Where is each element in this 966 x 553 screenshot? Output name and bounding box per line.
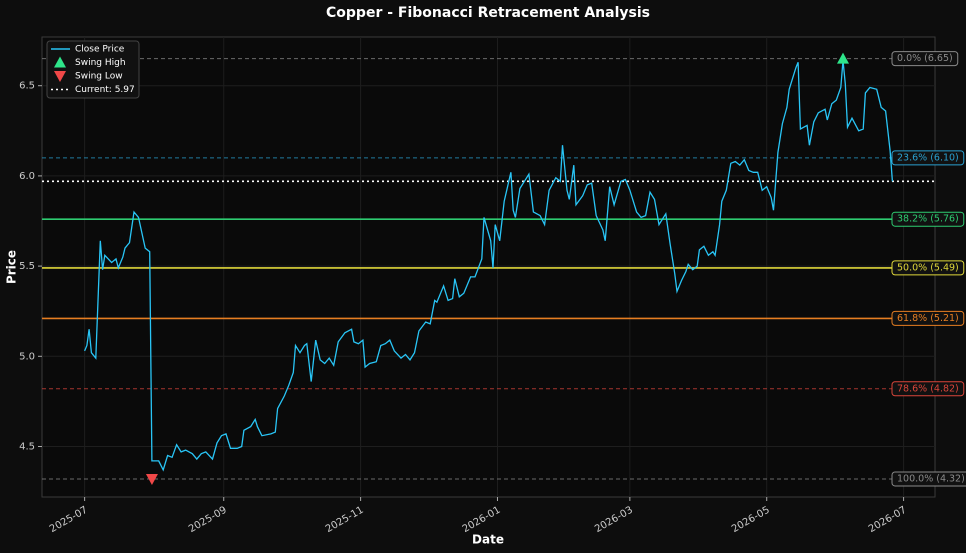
legend-swatch: [54, 56, 66, 68]
y-tick-label: 4.5: [19, 441, 35, 452]
fib-level-label: 0.0% (6.65): [897, 53, 953, 64]
fib-level-tag: 50.0% (5.49): [891, 260, 965, 276]
y-tick-label: 6.0: [19, 171, 35, 182]
fib-label-box: [891, 150, 965, 166]
plot-area: [41, 36, 936, 498]
fib-level-tag: 23.6% (6.10): [891, 150, 965, 166]
fib-level-tag: 38.2% (5.76): [891, 211, 965, 227]
fib-level-label: 23.6% (6.10): [897, 152, 959, 163]
fib-level-label: 50.0% (5.49): [897, 262, 959, 273]
legend-label: Current: 5.97: [75, 85, 135, 95]
fib-level-label: 61.8% (5.21): [897, 313, 959, 324]
y-axis-label: Price: [5, 250, 19, 284]
fib-label-box: [891, 471, 966, 487]
swing-high-marker: [837, 52, 850, 64]
fib-label-box: [891, 51, 959, 67]
fib-level-tag: 78.6% (4.82): [891, 381, 965, 397]
x-axis-label: Date: [472, 533, 504, 547]
fib-level-tag: 61.8% (5.21): [891, 310, 965, 326]
y-tick-label: 6.5: [19, 81, 35, 92]
legend-label: Close Price: [75, 45, 125, 55]
fib-level-label: 78.6% (4.82): [897, 383, 959, 394]
legend: Close Price Swing High Swing Low Current: 5…: [46, 40, 140, 99]
y-tick-label: 5.0: [19, 351, 35, 362]
legend-label: Swing High: [75, 58, 126, 68]
fib-label-box: [891, 211, 965, 227]
price-line: [84, 60, 894, 472]
fib-label-box: [891, 310, 965, 326]
fib-level-tag: 100.0% (4.32): [891, 471, 966, 487]
swing-low-marker: [145, 473, 158, 485]
fib-level-label: 100.0% (4.32): [897, 473, 965, 484]
legend-label: Swing Low: [75, 72, 123, 82]
fib-level-label: 38.2% (5.76): [897, 214, 959, 225]
legend-swatch: [54, 71, 66, 82]
chart-title: Copper - Fibonacci Retracement Analysis: [326, 5, 650, 21]
fib-level-tag: 0.0% (6.65): [891, 51, 959, 67]
fib-label-box: [891, 260, 965, 276]
fib-label-box: [891, 381, 965, 397]
legend-box: [46, 40, 140, 99]
y-tick-label: 5.5: [19, 261, 35, 272]
